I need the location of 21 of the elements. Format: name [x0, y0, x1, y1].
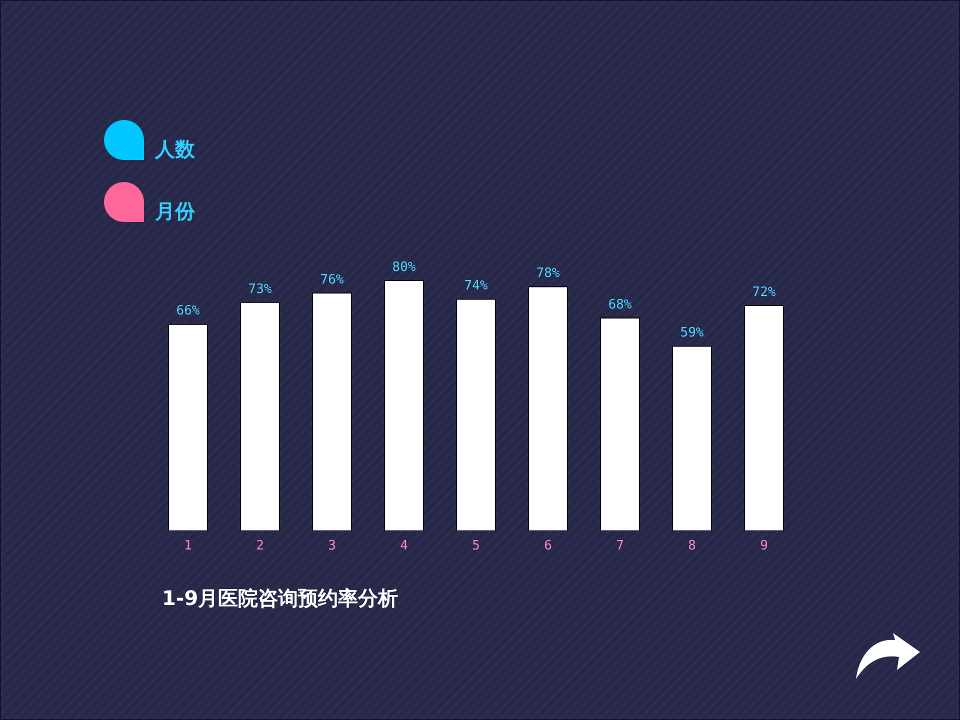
x-tick-label: 4 — [400, 538, 408, 554]
x-tick-label: 9 — [760, 538, 768, 554]
data-label: 66% — [176, 304, 200, 319]
text: 人数 — [155, 136, 195, 163]
x-tick-label: 7 — [616, 538, 624, 554]
data-label: 72% — [752, 284, 776, 300]
text: 1-9月医院咨询预约率分析 — [162, 585, 398, 612]
data-label: 59% — [680, 326, 704, 341]
x-tick-label: 6 — [544, 538, 552, 554]
data-label: 78% — [536, 266, 560, 282]
x-tick-label: 5 — [472, 538, 480, 554]
data-label: 74% — [464, 278, 488, 294]
text: 月份 — [155, 198, 195, 225]
x-tick-label: 3 — [328, 538, 336, 554]
data-label: 76% — [320, 272, 344, 288]
x-tick-label: 1 — [184, 538, 192, 554]
data-label: 80% — [392, 260, 416, 275]
data-label: 73% — [248, 282, 272, 297]
x-tick-label: 8 — [688, 538, 696, 554]
data-label: 68% — [608, 297, 632, 312]
x-tick-label: 2 — [256, 538, 264, 554]
